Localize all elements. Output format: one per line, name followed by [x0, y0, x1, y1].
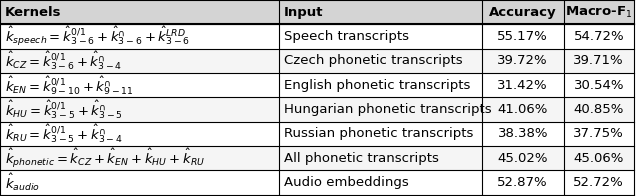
Text: Macro-F$_1$: Macro-F$_1$ [565, 5, 632, 20]
Text: Russian phonetic transcripts: Russian phonetic transcripts [284, 127, 473, 140]
Text: Kernels: Kernels [5, 6, 61, 19]
Bar [0, 146, 279, 171]
Text: 38.38%: 38.38% [497, 127, 548, 140]
Bar [481, 0, 564, 24]
Text: $\hat{k}_{HU} = \hat{k}_{3-5}^{0/1} + \hat{k}_{3-5}^{\cap}$: $\hat{k}_{HU} = \hat{k}_{3-5}^{0/1} + \h… [5, 98, 123, 121]
Bar [564, 0, 634, 24]
Text: 41.06%: 41.06% [497, 103, 548, 116]
Text: $\hat{k}_{phonetic} = \hat{k}_{CZ} + \hat{k}_{EN} + \hat{k}_{HU} + \hat{k}_{RU}$: $\hat{k}_{phonetic} = \hat{k}_{CZ} + \ha… [5, 147, 205, 170]
Text: 39.71%: 39.71% [573, 54, 624, 67]
Bar [279, 171, 481, 195]
Text: 30.54%: 30.54% [573, 79, 624, 92]
Bar [481, 73, 564, 97]
Bar [279, 97, 481, 122]
Bar [279, 146, 481, 171]
Text: 40.85%: 40.85% [573, 103, 624, 116]
Text: $\hat{k}_{RU} = \hat{k}_{3-5}^{0/1} + \hat{k}_{3-4}^{\cap}$: $\hat{k}_{RU} = \hat{k}_{3-5}^{0/1} + \h… [5, 123, 123, 145]
Bar [0, 97, 279, 122]
Bar [481, 24, 564, 49]
Text: 55.17%: 55.17% [497, 30, 548, 43]
Text: $\hat{k}_{audio}$: $\hat{k}_{audio}$ [5, 172, 40, 193]
Text: 54.72%: 54.72% [573, 30, 624, 43]
Bar [0, 49, 279, 73]
Bar [0, 24, 279, 49]
Text: All phonetic transcripts: All phonetic transcripts [284, 152, 439, 165]
Bar [0, 73, 279, 97]
Bar [279, 73, 481, 97]
Bar [0, 122, 279, 146]
Text: Speech transcripts: Speech transcripts [284, 30, 409, 43]
Text: 52.87%: 52.87% [497, 176, 548, 189]
Bar [564, 171, 634, 195]
Text: Input: Input [284, 6, 323, 19]
Bar [564, 122, 634, 146]
Bar [481, 49, 564, 73]
Text: Audio embeddings: Audio embeddings [284, 176, 408, 189]
Bar [564, 97, 634, 122]
Text: Czech phonetic transcripts: Czech phonetic transcripts [284, 54, 463, 67]
Bar [564, 49, 634, 73]
Text: 45.02%: 45.02% [497, 152, 548, 165]
Text: 37.75%: 37.75% [573, 127, 624, 140]
Bar [564, 73, 634, 97]
Text: Accuracy: Accuracy [489, 6, 557, 19]
Bar [481, 97, 564, 122]
Bar [481, 146, 564, 171]
Bar [279, 49, 481, 73]
Bar [279, 122, 481, 146]
Text: $\hat{k}_{EN} = \hat{k}_{9-10}^{0/1} + \hat{k}_{9-11}^{\cap}$: $\hat{k}_{EN} = \hat{k}_{9-10}^{0/1} + \… [5, 74, 134, 97]
Text: English phonetic transcripts: English phonetic transcripts [284, 79, 470, 92]
Text: Hungarian phonetic transcripts: Hungarian phonetic transcripts [284, 103, 492, 116]
Text: 39.72%: 39.72% [497, 54, 548, 67]
Text: $\hat{k}_{CZ} = \hat{k}_{3-6}^{0/1} + \hat{k}_{3-4}^{\cap}$: $\hat{k}_{CZ} = \hat{k}_{3-6}^{0/1} + \h… [5, 50, 122, 72]
Bar [564, 146, 634, 171]
Bar [481, 122, 564, 146]
Text: 52.72%: 52.72% [573, 176, 624, 189]
Bar [564, 24, 634, 49]
Text: $\hat{k}_{speech} = \hat{k}_{3-6}^{0/1} + \hat{k}_{3-6}^{\cap} + \hat{k}_{3-6}^{: $\hat{k}_{speech} = \hat{k}_{3-6}^{0/1} … [5, 25, 190, 48]
Text: 45.06%: 45.06% [573, 152, 624, 165]
Text: 31.42%: 31.42% [497, 79, 548, 92]
Bar [0, 0, 279, 24]
Bar [481, 171, 564, 195]
Bar [0, 171, 279, 195]
Bar [279, 0, 481, 24]
Bar [279, 24, 481, 49]
